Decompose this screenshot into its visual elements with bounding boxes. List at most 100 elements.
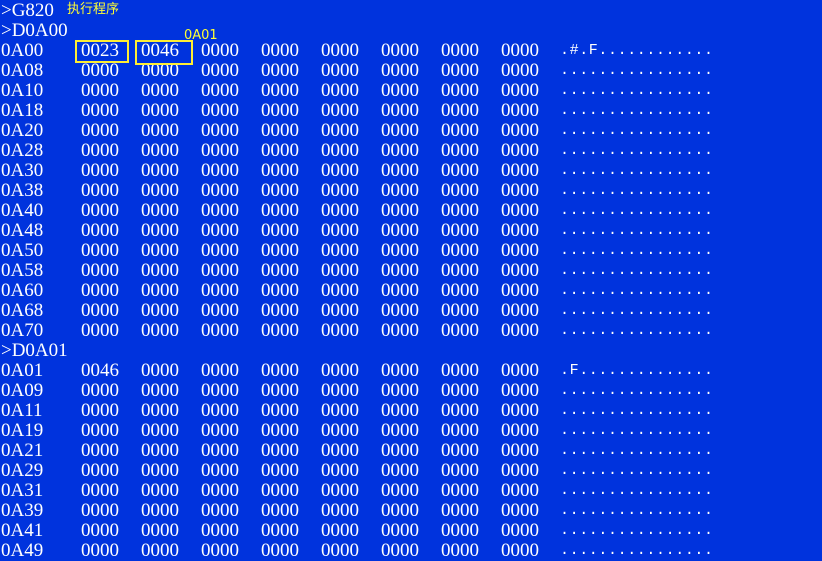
dump-row-address: 0A28 bbox=[1, 140, 44, 161]
dump-row-ascii: ................ bbox=[560, 62, 714, 79]
dump-word: 0000 bbox=[201, 120, 239, 141]
dump-word: 0000 bbox=[321, 120, 359, 141]
dump-word: 0000 bbox=[441, 400, 479, 421]
dump-row: 0A58 0000 0000 0000 0000 0000 0000 0000 0000....… bbox=[0, 261, 822, 281]
dump-word: 0000 bbox=[381, 160, 419, 181]
dump-word: 0000 bbox=[141, 60, 179, 81]
dump-word: 0000 bbox=[501, 140, 539, 161]
dump-word: 0000 bbox=[141, 440, 179, 461]
dump-word: 0000 bbox=[321, 540, 359, 561]
dump-word: 0000 bbox=[81, 440, 119, 461]
dump-word: 0000 bbox=[201, 440, 239, 461]
dump-word: 0000 bbox=[261, 200, 299, 221]
dump-row-ascii: ................ bbox=[560, 242, 714, 259]
dump-word: 0000 bbox=[441, 420, 479, 441]
dump-word: 0000 bbox=[261, 220, 299, 241]
dump-row-ascii: ................ bbox=[560, 102, 714, 119]
dump-row-address: 0A29 bbox=[1, 460, 44, 481]
dump-row-ascii: ................ bbox=[560, 542, 714, 559]
dump-word: 0000 bbox=[201, 400, 239, 421]
dump-word: 0000 bbox=[141, 240, 179, 261]
dump-row-address: 0A08 bbox=[1, 60, 44, 81]
dump-row-ascii: ................ bbox=[560, 262, 714, 279]
dump-word: 0000 bbox=[441, 80, 479, 101]
dump-word: 0000 bbox=[201, 220, 239, 241]
dump-word: 0000 bbox=[501, 360, 539, 381]
dump-word: 0000 bbox=[381, 220, 419, 241]
dump-word: 0000 bbox=[141, 120, 179, 141]
dump-word: 0000 bbox=[141, 180, 179, 201]
dump-word: 0000 bbox=[441, 200, 479, 221]
dump-word: 0000 bbox=[441, 260, 479, 281]
dump-row-ascii: ................ bbox=[560, 82, 714, 99]
dump-word: 0023 bbox=[81, 40, 119, 61]
dump-row-address: 0A70 bbox=[1, 320, 44, 341]
dump-row-ascii: ................ bbox=[560, 222, 714, 239]
dump-word: 0000 bbox=[141, 360, 179, 381]
dump-word: 0000 bbox=[321, 240, 359, 261]
dump-word: 0000 bbox=[441, 140, 479, 161]
dump-word: 0000 bbox=[81, 500, 119, 521]
dump-row-address: 0A41 bbox=[1, 520, 44, 541]
dump-row-ascii: ................ bbox=[560, 462, 714, 479]
dump-row-ascii: ................ bbox=[560, 322, 714, 339]
dump-word: 0000 bbox=[141, 520, 179, 541]
dump-word: 0000 bbox=[81, 60, 119, 81]
dump-word: 0000 bbox=[201, 300, 239, 321]
dump-row-ascii: ................ bbox=[560, 182, 714, 199]
dump-row: 0A68 0000 0000 0000 0000 0000 0000 0000 0000....… bbox=[0, 301, 822, 321]
dump-word: 0000 bbox=[261, 240, 299, 261]
dump-row: 0A11 0000 0000 0000 0000 0000 0000 0000 0000....… bbox=[0, 401, 822, 421]
dump-word: 0000 bbox=[321, 480, 359, 501]
dump-row: 0A70 0000 0000 0000 0000 0000 0000 0000 0000....… bbox=[0, 321, 822, 341]
dump-word: 0000 bbox=[141, 280, 179, 301]
dump-row: 0A28 0000 0000 0000 0000 0000 0000 0000 0000....… bbox=[0, 141, 822, 161]
dump-word: 0000 bbox=[261, 420, 299, 441]
dump-word: 0000 bbox=[81, 220, 119, 241]
dump-word: 0000 bbox=[321, 320, 359, 341]
dump-word: 0000 bbox=[501, 100, 539, 121]
dump-word: 0000 bbox=[141, 260, 179, 281]
dump-row-address: 0A00 bbox=[1, 40, 44, 61]
dump-word: 0000 bbox=[141, 540, 179, 561]
dump-row-address: 0A11 bbox=[1, 400, 43, 421]
dump-word: 0000 bbox=[261, 160, 299, 181]
dump-word: 0000 bbox=[201, 460, 239, 481]
dump-word: 0000 bbox=[81, 480, 119, 501]
dump-word: 0000 bbox=[81, 200, 119, 221]
dump-word: 0000 bbox=[501, 300, 539, 321]
dump-word: 0000 bbox=[381, 180, 419, 201]
dump-word: 0000 bbox=[441, 540, 479, 561]
dump-row-address: 0A30 bbox=[1, 160, 44, 181]
dump-row: 0A09 0000 0000 0000 0000 0000 0000 0000 0000....… bbox=[0, 381, 822, 401]
dump-word: 0000 bbox=[441, 60, 479, 81]
dump-row: 0A10 0000 0000 0000 0000 0000 0000 0000 0000....… bbox=[0, 81, 822, 101]
dump-word: 0000 bbox=[141, 400, 179, 421]
dump-word: 0000 bbox=[501, 260, 539, 281]
dump-word: 0000 bbox=[381, 80, 419, 101]
dump-word: 0000 bbox=[81, 300, 119, 321]
dump-word: 0000 bbox=[381, 280, 419, 301]
dump-word: 0046 bbox=[141, 40, 179, 61]
dump-row-ascii: ................ bbox=[560, 382, 714, 399]
dump-row-ascii: ................ bbox=[560, 122, 714, 139]
dump-word: 0000 bbox=[201, 320, 239, 341]
dump-word: 0000 bbox=[261, 300, 299, 321]
highlight-box-word-0046 bbox=[135, 40, 193, 65]
dump-row-address: 0A50 bbox=[1, 240, 44, 261]
dump-word: 0000 bbox=[261, 400, 299, 421]
dump-word: 0000 bbox=[141, 200, 179, 221]
dump-word: 0000 bbox=[321, 260, 359, 281]
dump-row: 0A29 0000 0000 0000 0000 0000 0000 0000 0000....… bbox=[0, 461, 822, 481]
dump-word: 0000 bbox=[381, 480, 419, 501]
dump-word: 0046 bbox=[81, 360, 119, 381]
dump-row-address: 0A21 bbox=[1, 440, 44, 461]
dump-word: 0000 bbox=[321, 360, 359, 381]
dump-word: 0000 bbox=[201, 80, 239, 101]
dump-word: 0000 bbox=[321, 300, 359, 321]
dump-word: 0000 bbox=[261, 100, 299, 121]
dump-word: 0000 bbox=[381, 140, 419, 161]
dump-word: 0000 bbox=[81, 240, 119, 261]
dump-word: 0000 bbox=[381, 420, 419, 441]
